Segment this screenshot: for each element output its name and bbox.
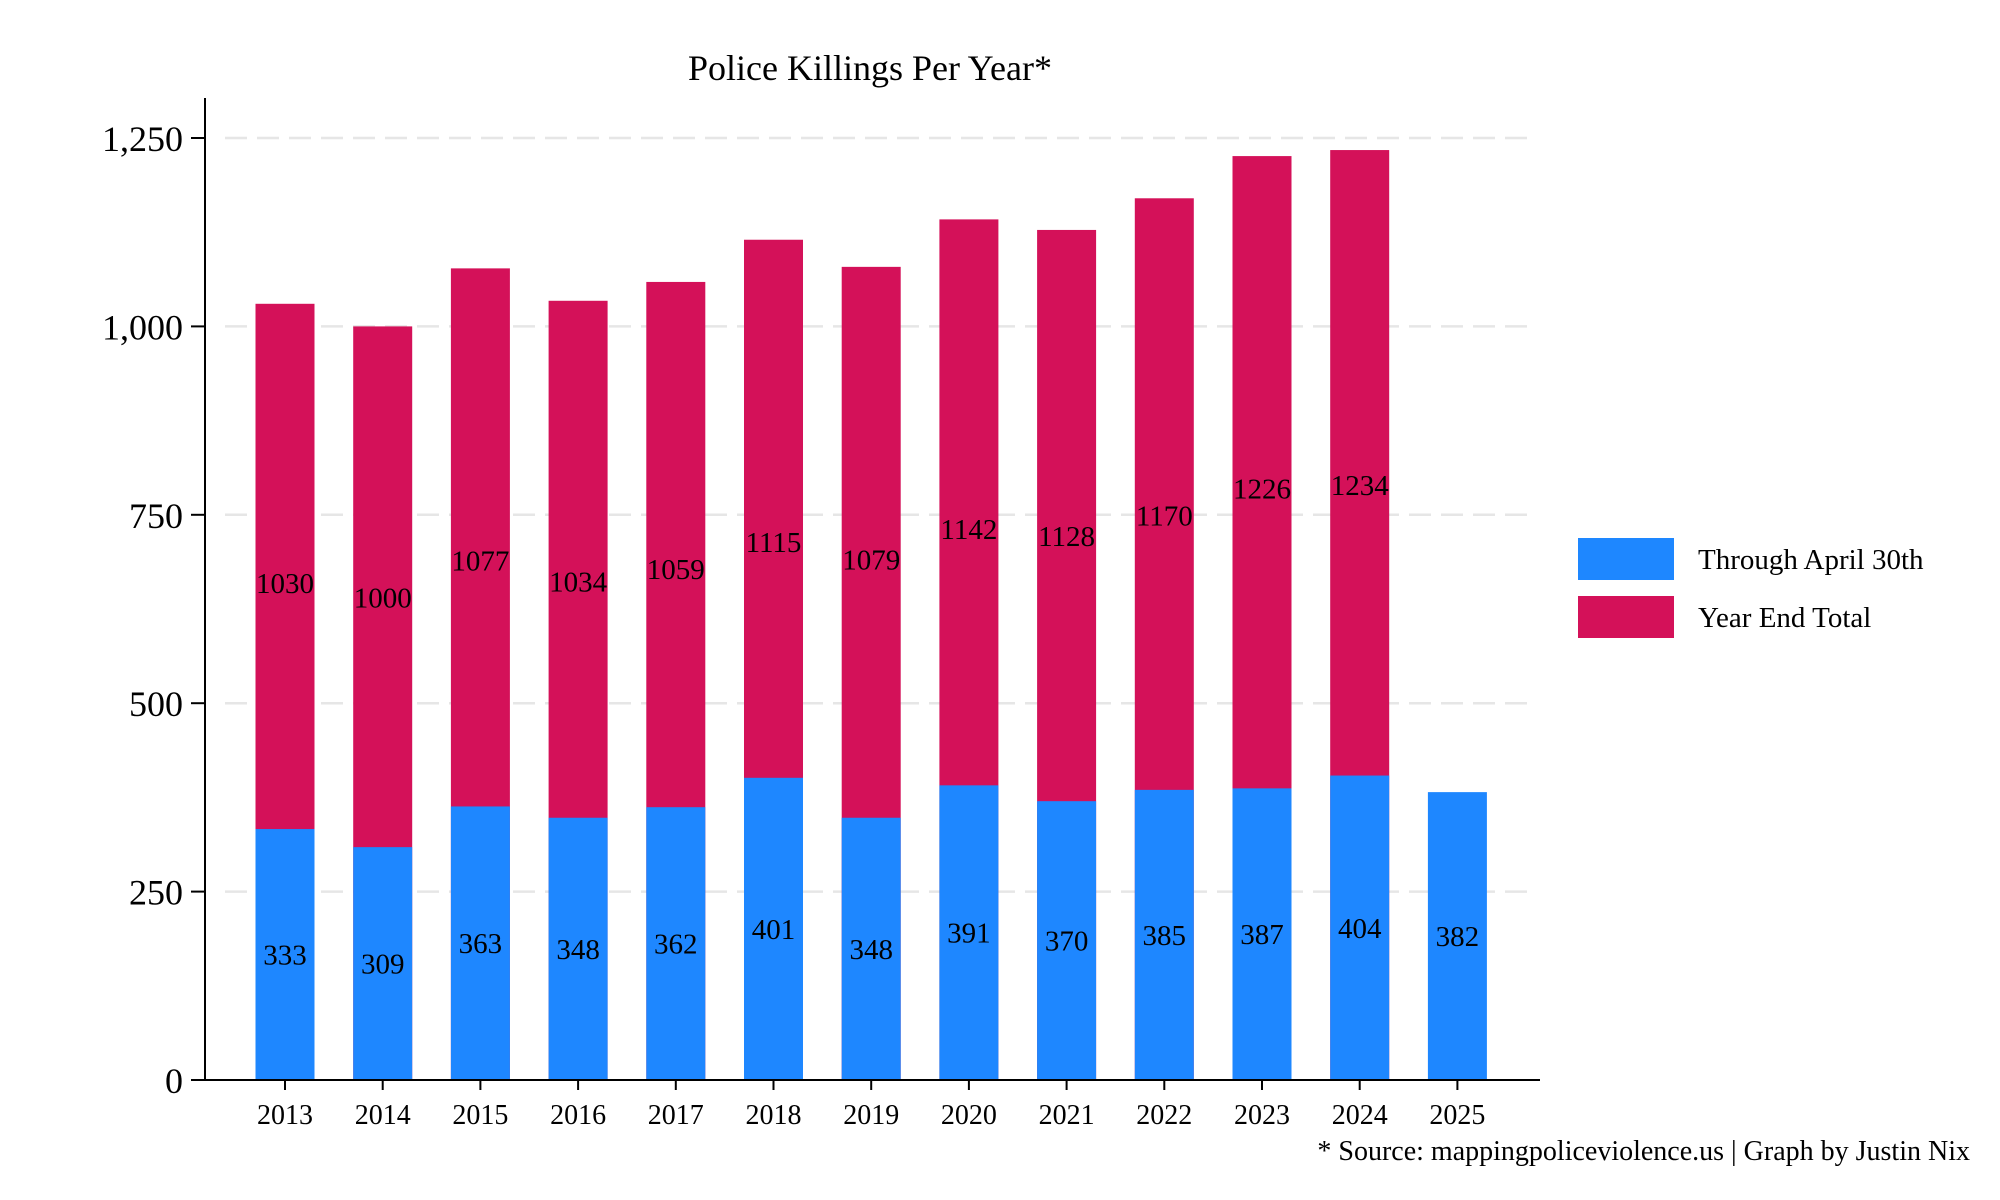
- data-label-through-april: 404: [1338, 913, 1382, 945]
- bar-through-april: [548, 817, 608, 1080]
- bar-through-april: [744, 777, 803, 1080]
- legend-swatch: [1578, 538, 1674, 580]
- data-label-through-april: 391: [947, 918, 991, 950]
- axes: 0 250 500 750 1,000 1,250 2013 2014 2015 2016 2017…: [102, 98, 1540, 1131]
- x-tick-label: 2021: [1039, 1100, 1095, 1131]
- data-label-year-end-total: 1030: [256, 568, 314, 600]
- bar-through-april: [646, 807, 706, 1080]
- bar-through-april: [1232, 788, 1292, 1080]
- data-label-year-end-total: 1128: [1038, 521, 1095, 553]
- data-label-year-end-total: 1115: [746, 527, 802, 559]
- data-label-through-april: 348: [849, 934, 893, 966]
- data-label-through-april: 363: [459, 928, 503, 960]
- y-tick-label: 1,250: [102, 119, 183, 159]
- data-label-through-april: 385: [1143, 920, 1187, 952]
- y-tick-label: 250: [129, 873, 183, 913]
- bars: [255, 150, 1487, 1081]
- bar-through-april: [841, 817, 901, 1080]
- legend-label: Year End Total: [1698, 602, 1871, 634]
- bar-through-april: [255, 829, 315, 1080]
- data-label-through-april: 370: [1045, 926, 1089, 958]
- legend-label: Through April 30th: [1698, 544, 1924, 576]
- x-tick-label: 2024: [1332, 1100, 1388, 1131]
- data-label-through-april: 382: [1436, 921, 1480, 953]
- data-labels: 333 1030 309 1000 363 1077 348 1034 362 1059 401 11…: [256, 470, 1479, 981]
- x-tick-label: 2017: [648, 1100, 704, 1131]
- x-tick-label: 2015: [452, 1100, 508, 1131]
- data-label-year-end-total: 1059: [647, 554, 705, 586]
- y-tick-label: 0: [165, 1061, 183, 1101]
- x-tick-label: 2025: [1429, 1100, 1485, 1131]
- bar-through-april: [1134, 789, 1194, 1080]
- y-tick-label: 750: [129, 496, 183, 536]
- x-tick-label: 2014: [355, 1100, 411, 1131]
- legend: Through April 30th Year End Total: [1578, 538, 1924, 638]
- x-tick-label: 2016: [550, 1100, 606, 1131]
- data-label-year-end-total: 1234: [1331, 470, 1390, 502]
- x-tick-label: 2023: [1234, 1100, 1290, 1131]
- chart-title: Police Killings Per Year*: [688, 48, 1052, 88]
- data-label-through-april: 362: [654, 929, 698, 961]
- x-tick-label: 2020: [941, 1100, 997, 1131]
- data-label-year-end-total: 1142: [940, 514, 997, 546]
- data-label-through-april: 309: [361, 949, 405, 981]
- y-tick-label: 500: [129, 684, 183, 724]
- data-label-year-end-total: 1000: [354, 583, 412, 615]
- data-label-year-end-total: 1226: [1233, 474, 1291, 506]
- data-label-year-end-total: 1079: [842, 545, 900, 577]
- y-tick-label: 1,000: [102, 307, 183, 347]
- bar-through-april: [1427, 792, 1487, 1080]
- data-label-through-april: 348: [556, 934, 600, 966]
- bar-through-april: [1037, 801, 1097, 1080]
- x-tick-label: 2019: [843, 1100, 899, 1131]
- legend-swatch: [1578, 596, 1674, 638]
- source-note: * Source: mappingpoliceviolence.us | Gra…: [1317, 1136, 1970, 1167]
- bar-through-april: [1330, 775, 1390, 1080]
- data-label-through-april: 387: [1240, 919, 1284, 951]
- data-label-year-end-total: 1034: [549, 566, 608, 598]
- x-tick-label: 2022: [1136, 1100, 1192, 1131]
- data-label-through-april: 333: [263, 940, 307, 972]
- bar-through-april: [353, 847, 413, 1080]
- bar-through-april: [939, 785, 999, 1080]
- x-tick-label: 2018: [746, 1100, 802, 1131]
- data-label-year-end-total: 1077: [451, 546, 509, 578]
- x-tick-label: 2013: [257, 1100, 313, 1131]
- data-label-year-end-total: 1170: [1136, 501, 1193, 533]
- data-label-through-april: 401: [752, 914, 796, 946]
- bar-through-april: [450, 806, 510, 1080]
